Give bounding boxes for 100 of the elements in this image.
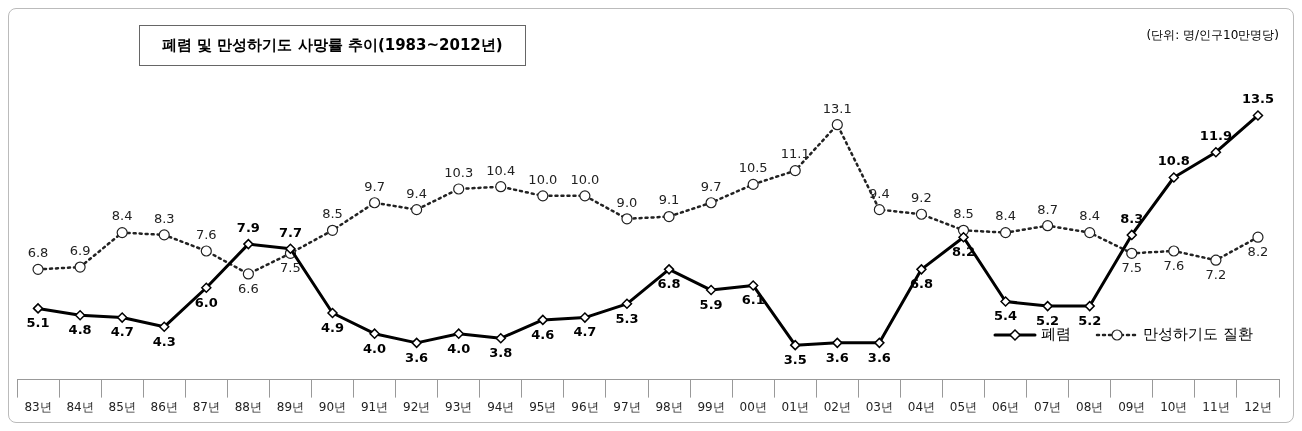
point — [915, 208, 928, 220]
point — [1210, 254, 1222, 266]
point — [1168, 172, 1180, 183]
data-label: 6.9 — [69, 242, 91, 258]
point — [916, 264, 927, 275]
data-label: 4.0 — [447, 340, 471, 356]
point — [116, 312, 128, 323]
point — [663, 264, 675, 275]
data-label: 5.2 — [1078, 312, 1102, 328]
data-label: 10.4 — [486, 162, 516, 178]
data-label: 4.0 — [363, 340, 387, 356]
point — [116, 227, 128, 239]
point — [789, 165, 801, 177]
x-tick-label: 09년 — [1118, 399, 1146, 414]
x-tick-label: 86년 — [150, 399, 178, 414]
data-label: 5.4 — [994, 308, 1018, 324]
data-label: 4.8 — [68, 322, 92, 338]
point — [999, 227, 1012, 239]
x-tick-label: 04년 — [907, 399, 936, 414]
point — [368, 197, 381, 209]
x-tick-label: 03년 — [865, 399, 894, 414]
point — [1000, 296, 1011, 307]
x-tick-label: 10년 — [1160, 399, 1188, 414]
data-label: 8.4 — [1079, 208, 1101, 224]
point — [495, 181, 507, 193]
point — [747, 178, 759, 190]
point — [453, 183, 465, 195]
x-tick-label: 91년 — [360, 399, 389, 414]
point — [1042, 220, 1054, 232]
data-label: 6.0 — [194, 294, 218, 310]
data-label: 8.7 — [1037, 201, 1058, 217]
data-label: 8.4 — [995, 208, 1016, 224]
point — [537, 190, 549, 202]
data-label: 7.6 — [195, 226, 217, 242]
x-tick-label: 06년 — [991, 399, 1020, 414]
point — [32, 303, 44, 314]
data-label: 5.1 — [26, 315, 50, 331]
point — [243, 238, 254, 250]
point — [74, 310, 86, 321]
data-label: 10.3 — [444, 164, 474, 180]
data-label: 5.9 — [699, 296, 723, 312]
x-tick-label: 05년 — [949, 399, 978, 414]
text: (단위: 명/인구10만명당) — [1146, 27, 1279, 44]
point — [1210, 146, 1222, 158]
point — [1126, 247, 1138, 259]
data-label: 9.7 — [700, 178, 722, 194]
data-label: 5.2 — [1036, 312, 1060, 328]
x-tick-label: 96년 — [571, 399, 599, 414]
point — [831, 119, 843, 131]
data-label: 10.0 — [528, 171, 558, 187]
point — [958, 231, 969, 243]
x-tick-label: 00년 — [739, 399, 767, 414]
data-label: 8.5 — [322, 206, 343, 222]
data-label: 11.9 — [1199, 128, 1232, 144]
x-tick-label: 08년 — [1076, 399, 1104, 414]
data-label: 7.5 — [1121, 260, 1143, 276]
point — [832, 337, 843, 349]
x-tick-label: 87년 — [192, 399, 220, 414]
point — [327, 307, 338, 319]
point — [1126, 229, 1138, 241]
x-tick-label: 97년 — [613, 399, 641, 414]
point — [411, 204, 423, 216]
data-label: 8.3 — [1120, 210, 1144, 226]
data-label: 7.5 — [280, 260, 301, 276]
x-tick-label: 98년 — [655, 399, 683, 414]
data-label: 9.4 — [406, 185, 427, 201]
chart-title: 폐렴 및 만성하기도 사망률 추이(1983~2012년) — [139, 25, 526, 66]
data-label: 4.3 — [152, 333, 176, 349]
data-label: 8.4 — [111, 208, 133, 224]
point — [411, 337, 422, 349]
point — [1042, 300, 1053, 312]
data-label: 13.1 — [822, 100, 852, 116]
point — [32, 263, 44, 275]
point — [579, 312, 591, 323]
x-tick-label: 11년 — [1202, 399, 1230, 414]
data-label: 10.8 — [1157, 153, 1190, 169]
x-tick-label: 92년 — [402, 399, 431, 414]
point — [789, 339, 801, 351]
x-tick-label: 85년 — [108, 399, 136, 414]
data-label: 4.7 — [110, 324, 134, 340]
point — [747, 280, 759, 291]
point — [705, 197, 717, 209]
data-label: 3.5 — [783, 352, 807, 368]
point — [369, 328, 380, 339]
data-label: 9.0 — [616, 194, 638, 210]
point — [1084, 227, 1096, 239]
data-label: 7.7 — [278, 224, 302, 240]
data-label: 13.5 — [1241, 91, 1275, 107]
point — [579, 190, 591, 202]
data-label: 8.2 — [1247, 244, 1269, 260]
point — [242, 268, 254, 280]
point — [873, 204, 885, 216]
data-label: 6.8 — [657, 276, 681, 292]
data-label: 8.5 — [953, 206, 974, 222]
point — [158, 321, 170, 333]
point — [74, 261, 86, 273]
point — [1252, 231, 1264, 243]
data-label: 9.2 — [911, 190, 932, 206]
point — [1084, 300, 1095, 312]
point — [285, 243, 296, 254]
